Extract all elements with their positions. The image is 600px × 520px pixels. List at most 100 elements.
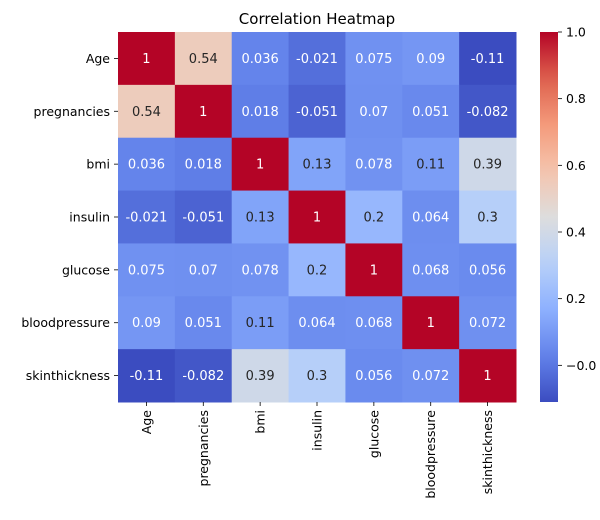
column-label: bloodpressure xyxy=(423,410,438,499)
heatmap-cell xyxy=(288,137,346,192)
heatmap-cell xyxy=(402,84,460,139)
heatmap-cell xyxy=(174,243,233,297)
cell-value-label: 0.075 xyxy=(128,263,165,278)
heatmap-cell xyxy=(288,296,346,350)
row-label: skinthickness xyxy=(26,368,110,383)
colorbar-tick-label: 0.2 xyxy=(566,291,586,306)
heatmap-cell xyxy=(459,296,517,350)
chart-title: Correlation Heatmap xyxy=(239,10,395,28)
cell-value-label: 0.075 xyxy=(355,52,392,67)
heatmap-cell xyxy=(231,296,290,350)
colorbar xyxy=(540,32,558,402)
heatmap-cell xyxy=(345,243,403,297)
cell-value-label: 0.39 xyxy=(246,369,275,384)
cell-value-label: 0.11 xyxy=(416,158,445,173)
cell-value-label: 0.064 xyxy=(298,316,335,331)
cell-value-label: 0.072 xyxy=(412,369,449,384)
heatmap-cell xyxy=(459,32,517,86)
column-label: glucose xyxy=(366,410,381,458)
colorbar-ticks: −0.0 0.2 0.4 0.6 0.8 1.0 xyxy=(558,25,596,373)
cell-value-label: 0.068 xyxy=(355,316,392,331)
heatmap-cell xyxy=(345,349,403,403)
column-label: bmi xyxy=(253,410,268,434)
cell-value-label: 0.2 xyxy=(307,263,328,278)
heatmap-cell xyxy=(231,32,290,86)
row-label: glucose xyxy=(62,262,110,277)
cell-value-label: -0.051 xyxy=(296,105,338,120)
heatmap-cell xyxy=(174,137,233,192)
cell-value-label: 1 xyxy=(483,369,491,384)
cell-value-label: 0.036 xyxy=(242,52,279,67)
heatmap-cell xyxy=(118,349,176,403)
heatmap-cell xyxy=(231,349,290,403)
cell-value-label: 1 xyxy=(256,158,264,173)
colorbar-tick-label: 1.0 xyxy=(566,25,586,40)
heatmap-cell xyxy=(118,190,176,244)
heatmap-cell xyxy=(118,243,176,297)
cell-value-label: 0.13 xyxy=(303,158,332,173)
colorbar-tick-label: −0.0 xyxy=(566,358,596,373)
row-label: insulin xyxy=(69,210,110,225)
cell-value-label: 0.09 xyxy=(416,52,445,67)
heatmap-cell xyxy=(288,349,346,403)
cell-value-label: 0.051 xyxy=(412,105,449,120)
colorbar-gradient xyxy=(540,32,558,402)
cell-value-label: 0.068 xyxy=(412,263,449,278)
cell-value-label: 0.051 xyxy=(185,316,222,331)
heatmap-cell xyxy=(288,190,346,244)
cell-value-label: 0.54 xyxy=(132,105,161,120)
row-labels: Age pregnancies bmi insulin glucose bloodpres… xyxy=(21,51,118,383)
cell-value-label: 0.056 xyxy=(469,263,506,278)
cell-value-label: 0.3 xyxy=(307,369,328,384)
cell-value-label: 1 xyxy=(370,263,378,278)
heatmap-cell xyxy=(345,84,403,139)
heatmap-cell xyxy=(118,84,176,139)
column-label: skinthickness xyxy=(480,410,495,494)
cell-value-label: 0.018 xyxy=(242,105,279,120)
cell-value-label: 1 xyxy=(427,316,435,331)
heatmap-cell xyxy=(345,137,403,192)
column-labels: Age pregnancies bmi insulin glucose bloodpres… xyxy=(139,402,495,499)
column-label: pregnancies xyxy=(196,410,211,486)
heatmap-cell xyxy=(459,137,517,192)
heatmap-cell xyxy=(402,296,460,350)
heatmap-cell xyxy=(402,190,460,244)
cell-value-label: -0.11 xyxy=(471,52,505,67)
cell-value-label: 0.018 xyxy=(185,158,222,173)
heatmap-cell xyxy=(402,137,460,192)
cell-value-label: 0.036 xyxy=(128,158,165,173)
heatmap-cell xyxy=(118,137,176,192)
heatmap-cell xyxy=(118,296,176,350)
cell-value-label: 0.3 xyxy=(477,211,498,226)
heatmap-cell xyxy=(174,296,233,350)
cell-value-label: 0.11 xyxy=(246,316,275,331)
row-label: pregnancies xyxy=(34,104,110,119)
cell-value-label: -0.051 xyxy=(182,211,224,226)
cell-value-label: 0.13 xyxy=(246,211,275,226)
cell-value-label: 0.072 xyxy=(469,316,506,331)
row-label: bloodpressure xyxy=(21,315,110,330)
heatmap-cell xyxy=(231,84,290,139)
heatmap-cell xyxy=(402,243,460,297)
heatmap-cell xyxy=(231,137,290,192)
heatmap-cell xyxy=(288,32,346,86)
heatmap-cell xyxy=(459,349,517,403)
cell-value-label: -0.11 xyxy=(130,369,164,384)
row-label: bmi xyxy=(86,157,110,172)
cell-value-label: 1 xyxy=(199,105,207,120)
colorbar-tick-label: 0.6 xyxy=(566,158,586,173)
heatmap-cell xyxy=(174,32,233,86)
column-label: insulin xyxy=(310,410,325,451)
colorbar-tick-label: 0.4 xyxy=(566,225,586,240)
heatmap-cell xyxy=(345,296,403,350)
cell-value-label: 0.39 xyxy=(473,158,502,173)
cell-value-label: 0.078 xyxy=(355,158,392,173)
cell-value-label: -0.082 xyxy=(467,105,509,120)
heatmap-cell xyxy=(288,243,346,297)
heatmap-cell xyxy=(118,32,176,86)
heatmap-cell xyxy=(459,243,517,297)
column-label: Age xyxy=(139,410,154,434)
heatmap-cell xyxy=(231,190,290,244)
heatmap-cell xyxy=(288,84,346,139)
